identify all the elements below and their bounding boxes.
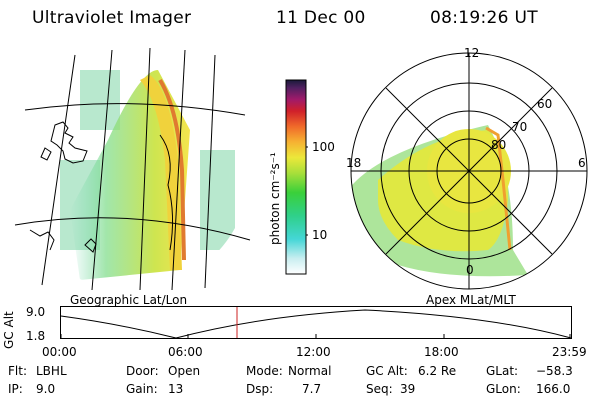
orbit-xtick-0: 00:00: [42, 345, 77, 359]
colorbar-tick-100: 100: [312, 140, 335, 154]
dsp-label: Dsp:: [246, 382, 274, 396]
orbit-xtick-3: 18:00: [424, 345, 459, 359]
glat-label: GLat:: [486, 364, 519, 378]
lat-label-60: 60: [537, 97, 553, 111]
ip-label: IP:: [8, 382, 23, 396]
colorbar: [285, 79, 308, 275]
seq-value: 39: [400, 382, 416, 396]
left-panel-caption: Geographic Lat/Lon: [70, 293, 188, 307]
glon-label: GLon:: [486, 382, 521, 396]
aurora-edge: [158, 78, 186, 261]
right-panel-caption: Apex MLat/MLT: [426, 293, 516, 307]
ip-value: 9.0: [36, 382, 56, 396]
lat-lon-grid: [14, 47, 251, 291]
gcalt-label: GC Alt:: [366, 364, 408, 378]
orbit-ylabel: GC Alt: [2, 311, 16, 349]
mode-value: Normal: [288, 364, 332, 378]
orbit-xticks: [60, 334, 571, 339]
dsp-value: 7.7: [302, 382, 322, 396]
mode-label: Mode:: [246, 364, 283, 378]
lat-label-70: 70: [512, 120, 528, 134]
orbit-altitude-plot: [60, 306, 572, 339]
orbit-altitude-curve: [60, 309, 572, 339]
instrument-title: Ultraviolet Imager: [32, 8, 192, 28]
lat-label-80: 80: [491, 138, 507, 152]
orbit-ytick-bottom: 1.8: [26, 329, 46, 343]
door-label: Door:: [126, 364, 159, 378]
coastline: [29, 121, 174, 253]
gain-label: Gain:: [126, 382, 158, 396]
date-label: 11 Dec 00: [276, 8, 366, 28]
flt-value: LBHL: [36, 364, 67, 378]
polar-aurora-edge: [485, 126, 512, 251]
seq-label: Seq:: [366, 382, 393, 396]
orbit-ytick-top: 9.0: [26, 305, 46, 319]
gcalt-value: 6.2 Re: [418, 364, 457, 378]
glon-value: 166.0: [536, 382, 571, 396]
mlt-label-18: 18: [346, 156, 362, 170]
geographic-map: [14, 47, 251, 291]
orbit-xtick-2: 12:00: [296, 345, 331, 359]
orbit-xtick-1: 06:00: [168, 345, 203, 359]
time-label: 08:19:26 UT: [430, 8, 538, 28]
mlt-label-6: 6: [578, 156, 586, 170]
glat-value: −58.3: [536, 364, 573, 378]
polar-plot: [350, 52, 588, 290]
mlt-label-0: 0: [466, 263, 474, 277]
aurora-bright-arc: [140, 75, 182, 270]
colorbar-unit-label: photon cm⁻²s⁻¹: [268, 152, 282, 245]
gain-value: 13: [168, 382, 184, 396]
orbit-xtick-4: 23:59: [552, 345, 587, 359]
mlt-label-12: 12: [464, 46, 480, 60]
flt-label: Flt:: [8, 364, 27, 378]
door-value: Open: [168, 364, 201, 378]
colorbar-tick-10: 10: [312, 228, 328, 242]
polar-grid: [350, 52, 588, 290]
